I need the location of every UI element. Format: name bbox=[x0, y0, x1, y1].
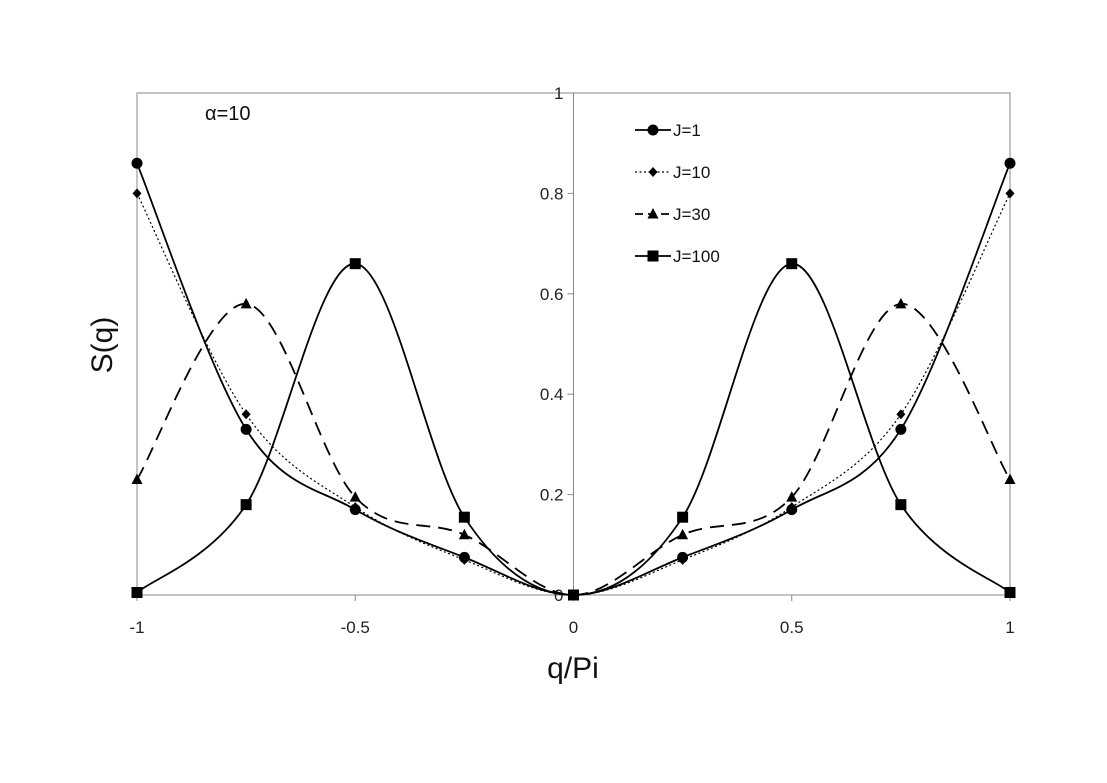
data-point bbox=[458, 511, 470, 523]
data-point bbox=[1004, 586, 1016, 598]
y-tick-label: 0.6 bbox=[540, 285, 564, 304]
x-tick-label: 0 bbox=[569, 618, 578, 637]
legend-label: J=100 bbox=[673, 247, 720, 266]
legend-label: J=1 bbox=[673, 121, 701, 140]
data-point bbox=[350, 502, 360, 513]
data-point bbox=[131, 586, 143, 598]
data-point bbox=[786, 258, 798, 270]
y-tick-label: 0.8 bbox=[540, 184, 564, 203]
series-line bbox=[136, 302, 1011, 596]
legend-marker bbox=[647, 124, 659, 136]
data-point bbox=[895, 499, 907, 511]
data-point bbox=[677, 528, 689, 540]
data-point bbox=[787, 502, 797, 513]
y-tick-label: 1 bbox=[554, 84, 563, 103]
data-point bbox=[240, 423, 252, 435]
x-tick-label: 1 bbox=[1005, 618, 1014, 637]
annotation-alpha: α=10 bbox=[205, 103, 251, 125]
data-point bbox=[240, 499, 252, 511]
data-point bbox=[132, 188, 142, 199]
data-point bbox=[1005, 188, 1015, 199]
legend-marker bbox=[648, 167, 658, 177]
data-point bbox=[349, 258, 361, 270]
x-tick-label: 0.5 bbox=[780, 618, 804, 637]
x-axis-title: q/Pi bbox=[547, 652, 599, 685]
legend-entry: J=1 bbox=[635, 121, 701, 140]
data-point bbox=[896, 409, 906, 420]
data-point bbox=[241, 409, 251, 420]
data-point bbox=[1004, 473, 1016, 485]
legend-entry: J=30 bbox=[635, 205, 710, 224]
legend-marker bbox=[647, 250, 659, 262]
data-point bbox=[131, 473, 143, 485]
y-tick-label: 0.2 bbox=[540, 486, 564, 505]
data-point bbox=[568, 589, 579, 601]
x-tick-label: -1 bbox=[129, 618, 144, 637]
y-tick-label: 0.4 bbox=[540, 385, 564, 404]
data-point bbox=[895, 423, 907, 435]
data-point bbox=[458, 528, 470, 540]
y-axis-title: S(q) bbox=[86, 317, 119, 374]
legend-label: J=30 bbox=[673, 205, 710, 224]
data-point bbox=[459, 554, 469, 565]
data-point bbox=[349, 491, 361, 502]
data-point bbox=[240, 297, 252, 309]
series-line bbox=[136, 193, 1011, 596]
data-point bbox=[1004, 157, 1016, 169]
data-point bbox=[786, 491, 798, 502]
data-point bbox=[131, 157, 143, 169]
data-point bbox=[677, 511, 689, 523]
legend-label: J=10 bbox=[673, 163, 710, 182]
legend-entry: J=10 bbox=[635, 163, 710, 182]
x-tick-label: -0.5 bbox=[341, 618, 370, 637]
data-point bbox=[678, 554, 688, 565]
y-tick-label: 0 bbox=[554, 586, 563, 605]
legend-entry: J=100 bbox=[635, 247, 720, 266]
data-point bbox=[895, 297, 907, 309]
legend-marker bbox=[647, 208, 659, 219]
series-j-100 bbox=[131, 258, 1016, 601]
